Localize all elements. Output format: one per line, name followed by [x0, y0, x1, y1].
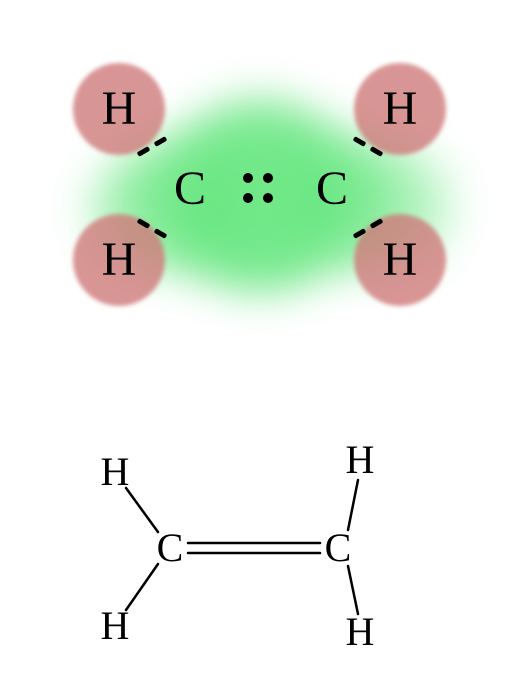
structural-atom-label: H: [346, 440, 375, 480]
single-bond-line: [126, 488, 158, 532]
diagram-canvas: HHHH CC CCHHHH: [0, 0, 505, 677]
structural-atom-label: H: [346, 612, 375, 652]
structural-atom-label: C: [157, 528, 184, 568]
structural-bonds-svg: [0, 0, 505, 677]
structural-atom-label: H: [101, 452, 130, 492]
structural-atom-label: C: [325, 528, 352, 568]
single-bond-line: [348, 566, 358, 614]
structural-atom-label: H: [101, 606, 130, 646]
single-bond-line: [348, 480, 358, 530]
single-bond-line: [126, 564, 158, 610]
